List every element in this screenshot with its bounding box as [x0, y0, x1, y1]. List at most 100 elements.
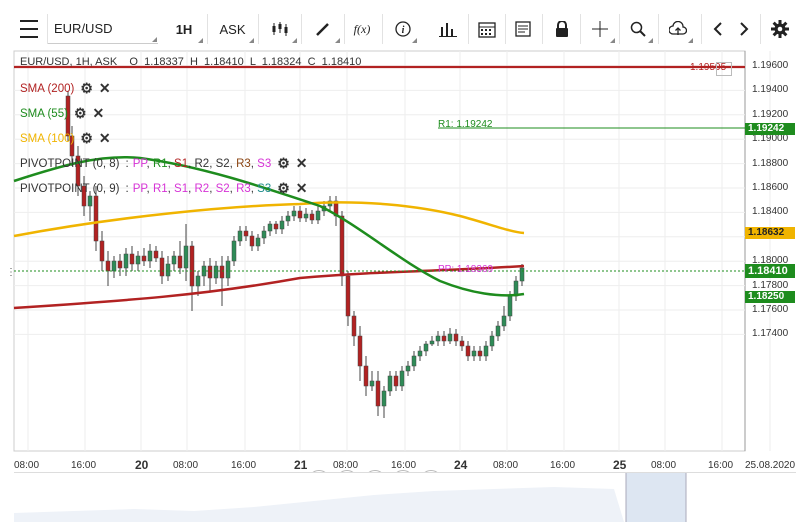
x-tick-label: 16:00 — [391, 460, 417, 471]
candle — [405, 365, 411, 372]
candle — [75, 155, 81, 187]
gear-icon[interactable]: ⚙ — [80, 80, 93, 96]
y-tick-label: 1.19200 — [752, 108, 789, 120]
price-tag-r1: 1.19242 — [745, 123, 795, 135]
overview-navigator[interactable] — [14, 472, 796, 522]
screenshot-icon[interactable] — [716, 62, 732, 76]
gear-icon[interactable]: ⚙ — [277, 180, 290, 196]
news-button[interactable] — [508, 14, 538, 44]
indicators-icon — [439, 23, 457, 37]
candle — [423, 343, 429, 352]
svg-text:i: i — [402, 25, 405, 36]
drag-handle-icon[interactable]: ⋮ — [6, 267, 16, 278]
candle — [105, 260, 111, 272]
candle — [165, 263, 171, 277]
candle — [123, 253, 129, 269]
y-tick-label: 1.18600 — [752, 182, 789, 193]
close-icon[interactable]: ✕ — [295, 180, 308, 196]
candle — [453, 333, 459, 342]
close-icon[interactable]: ✕ — [92, 105, 105, 121]
y-tick-label: 1.19400 — [752, 84, 789, 96]
sma200-line — [13, 264, 525, 310]
hamburger-icon — [20, 20, 38, 22]
gear-icon[interactable]: ⚙ — [277, 155, 290, 171]
candle — [81, 185, 87, 207]
candle — [285, 215, 291, 222]
candle — [135, 255, 141, 265]
price-type-select[interactable]: ASK — [210, 14, 255, 44]
menu-button[interactable] — [14, 14, 44, 44]
legend-pivot-9[interactable]: PIVOTPOINT (0, 9) : PP, R1, S1, R2, S2, … — [20, 180, 308, 196]
candle — [375, 380, 381, 407]
candle — [129, 253, 135, 265]
candle — [363, 365, 369, 387]
candle — [141, 255, 147, 262]
function-button[interactable]: f(x) — [346, 14, 378, 44]
candle — [225, 260, 231, 279]
candle — [153, 250, 159, 259]
legend-sma100[interactable]: SMA (100) ⚙ ✕ — [20, 130, 111, 146]
sma55-line — [13, 156, 525, 297]
zoom-icon — [630, 21, 646, 37]
timeframe-select[interactable]: 1H — [164, 14, 204, 44]
candle — [261, 230, 267, 239]
close-icon[interactable]: ✕ — [295, 155, 308, 171]
y-tick-label: 1.17400 — [752, 328, 789, 340]
function-icon: f(x) — [353, 21, 371, 36]
candlestick-chart-icon — [272, 22, 288, 36]
calendar-button[interactable] — [472, 14, 502, 44]
upload-button[interactable] — [662, 14, 694, 44]
gear-icon[interactable]: ⚙ — [80, 130, 93, 146]
chart-canvas[interactable] — [0, 46, 796, 456]
price-chart[interactable]: EUR/USD, 1H, ASK O 1.18337 H 1.18410 L 1… — [0, 46, 796, 492]
candle — [87, 195, 93, 207]
zoom-button[interactable] — [622, 14, 654, 44]
legend-sma55[interactable]: SMA (55) ⚙ ✕ — [20, 105, 105, 121]
x-tick-label: 08:00 — [14, 460, 40, 471]
x-tick-label: 08:00 — [173, 460, 199, 471]
candle — [171, 255, 177, 265]
candle — [249, 235, 255, 247]
lock-button[interactable] — [547, 14, 577, 44]
candle — [417, 350, 423, 357]
r1-label: R1: 1.19242 — [438, 119, 493, 130]
candle — [495, 325, 501, 337]
header-info: EUR/USD, 1H, ASK O 1.18337 H 1.18410 L 1… — [20, 56, 362, 68]
pp-label: PP: 1.18369 — [438, 264, 494, 275]
candle — [183, 245, 189, 269]
legend-sma200[interactable]: SMA (200) ⚙ ✕ — [20, 80, 111, 96]
indicators-button[interactable] — [432, 14, 464, 44]
candle — [381, 390, 387, 407]
candle — [189, 245, 195, 287]
symbol-input[interactable]: EUR/USD — [48, 14, 158, 44]
chart-type-button[interactable] — [262, 14, 298, 44]
scroll-left-button[interactable] — [706, 14, 730, 44]
close-icon[interactable]: ✕ — [98, 130, 111, 146]
close-icon[interactable]: ✕ — [98, 80, 111, 96]
candle — [99, 240, 105, 262]
candle — [483, 345, 489, 357]
candle — [447, 333, 453, 342]
candle — [231, 240, 237, 262]
candle — [477, 350, 483, 357]
candle — [255, 237, 261, 247]
settings-button[interactable] — [765, 14, 795, 44]
y-tick-label: 1.18000 — [752, 255, 789, 267]
crosshair-button[interactable] — [584, 14, 616, 44]
candle — [351, 315, 357, 337]
price-tag-sma55: 1.18250 — [745, 291, 795, 303]
candle — [303, 213, 309, 219]
candle — [507, 295, 513, 317]
candle — [465, 345, 471, 357]
scroll-right-button[interactable] — [732, 14, 756, 44]
y-tick-label: 1.18800 — [752, 157, 789, 169]
symbol-label: EUR/USD — [54, 21, 113, 36]
y-tick-label: 1.19000 — [752, 133, 789, 145]
gear-icon[interactable]: ⚙ — [73, 105, 87, 121]
draw-tools-button[interactable] — [305, 14, 341, 44]
candle — [147, 250, 153, 262]
legend-pivot-8[interactable]: PIVOTPOINT (0, 8) : PP, R1, S1, R2, S2, … — [20, 155, 308, 171]
info-button[interactable]: i — [388, 14, 418, 44]
x-tick-label: 16:00 — [71, 460, 97, 471]
candle — [459, 340, 465, 347]
